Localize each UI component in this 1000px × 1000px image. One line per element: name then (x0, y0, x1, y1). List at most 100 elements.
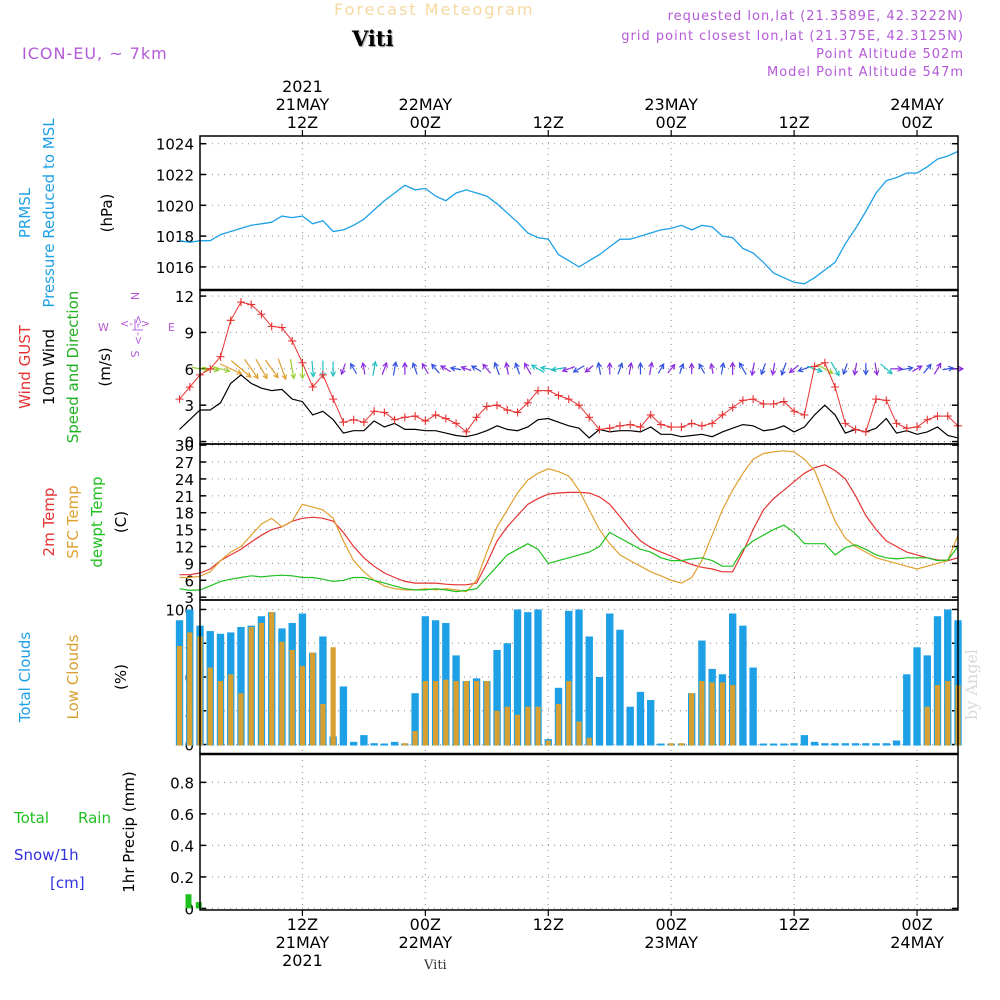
total-cloud-bar (565, 610, 573, 746)
wind-gust-marker (329, 395, 338, 404)
wind-gust-marker (892, 419, 901, 428)
wind-gust-marker (779, 397, 788, 406)
low-cloud-bar (586, 737, 592, 746)
wind-arrow-shaft (392, 362, 397, 376)
wind-gust-marker (452, 419, 461, 428)
wind-arrow-head (350, 362, 356, 369)
total-cloud-bar (862, 743, 870, 746)
wind-arrow-shaft (265, 359, 279, 379)
panel-frame (199, 753, 959, 911)
panel-label: 2m Temp (40, 488, 58, 557)
wind-direction-arrow (431, 363, 440, 374)
wind-gust-marker (667, 423, 676, 432)
wind-direction-arrow (780, 362, 787, 377)
wind-arrow-head (862, 369, 869, 376)
wind-direction-arrow (770, 362, 777, 376)
wind-direction-arrow (617, 362, 624, 375)
panel-label: dewpt Temp (88, 476, 106, 567)
wind-direction-arrow (890, 365, 904, 372)
low-cloud-bar (934, 685, 941, 746)
wind-gust-marker (636, 423, 645, 432)
wind-gust-marker (421, 416, 430, 425)
precip-label-unit: [cm] (50, 874, 85, 892)
wind-gust-marker (441, 414, 450, 423)
wind-arrow-shaft (505, 362, 509, 375)
wind-arrow-head (679, 362, 685, 370)
wind-direction-arrow (381, 361, 388, 375)
wind-direction-arrow (504, 361, 510, 375)
total-cloud-bar (349, 741, 358, 746)
y-tick-label: 0.2 (170, 869, 194, 887)
x-tick-label-top: 00Z (410, 113, 441, 132)
low-cloud-bar (924, 706, 930, 746)
wind-direction-arrow (244, 358, 259, 380)
wind-arrow-head (749, 370, 756, 377)
total-cloud-bar (903, 674, 911, 746)
low-cloud-bar (719, 682, 725, 746)
x-tick-label-bottom: 00Z (656, 915, 687, 934)
low-cloud-bar (279, 641, 285, 746)
wind-gust-marker (380, 408, 389, 417)
panel-label: PRMSL (16, 187, 34, 238)
wind-gust-marker (236, 298, 245, 307)
wind-arrow-head (561, 366, 568, 373)
wind-arrow-shaft (211, 365, 230, 372)
wind-arrow-head (709, 362, 715, 369)
wind-gust-marker (585, 413, 594, 422)
rain-bar (185, 894, 192, 909)
wind-gust-marker (810, 362, 819, 371)
wind-arrow-head (659, 363, 665, 370)
wind-arrow-shaft (573, 365, 585, 373)
low-cloud-bar (535, 706, 541, 746)
wind-arrow-shaft (912, 365, 923, 373)
wind-arrow-head (797, 366, 804, 373)
wind-arrow-shaft (933, 363, 942, 375)
wind-arrow-head (873, 369, 880, 377)
low-cloud-bar (453, 681, 459, 746)
wind-gust-marker (687, 419, 696, 428)
wind-gust-marker (554, 391, 563, 400)
wind-direction-arrow (330, 361, 337, 378)
temperature-line (179, 524, 959, 593)
wind-arrow-head (340, 369, 346, 376)
wind-arrow-head (788, 367, 795, 374)
panel-label: Wind GUST (16, 324, 34, 409)
wind-arrow-shaft (798, 366, 811, 372)
wind-direction-arrow (550, 366, 566, 373)
panel-label: Low Clouds (64, 634, 82, 719)
wind-gust-marker (503, 406, 512, 415)
wind-arrow-shaft (710, 363, 714, 374)
low-cloud-bar (678, 743, 685, 746)
wind-arrow-shaft (277, 358, 287, 380)
wind-arrow-shaft (311, 360, 314, 377)
wind-arrow-head (958, 365, 965, 372)
wind-arrow-shaft (751, 362, 755, 376)
x-tick-label-bottom: 12Z (287, 915, 318, 934)
y-tick-label: 1018 (156, 228, 194, 246)
wind-direction-arrow (596, 361, 603, 375)
wind-direction-arrow (265, 359, 279, 379)
model-label: ICON-EU, ~ 7km (22, 44, 168, 63)
wind-arrow-head (245, 372, 252, 378)
total-cloud-bar (810, 741, 819, 746)
wind-arrow-head (738, 362, 745, 369)
panel-label: 10m Wind (40, 329, 58, 405)
wind-arrow-shaft (421, 363, 429, 375)
wind-direction-arrow (439, 365, 451, 373)
wind-arrow-shaft (942, 367, 954, 371)
low-cloud-bar (269, 612, 275, 746)
low-cloud-bar (228, 674, 234, 746)
wind-arrow-head (816, 367, 824, 373)
wind-gust-marker (359, 418, 368, 427)
compass-vertical-arrows: <-|-> (132, 315, 145, 345)
wind-arrow-shaft (514, 363, 521, 375)
wind-gust-marker (462, 427, 471, 436)
temperature-line (179, 450, 959, 593)
wind-gust-marker (615, 421, 624, 430)
wind-arrow-shaft (720, 363, 724, 375)
x-tick-label-top: 12Z (778, 113, 809, 132)
total-cloud-bar (339, 686, 348, 746)
wind-gust-marker (318, 370, 327, 379)
wind-direction-arrow (514, 362, 521, 375)
wind-gust-marker (769, 399, 778, 408)
